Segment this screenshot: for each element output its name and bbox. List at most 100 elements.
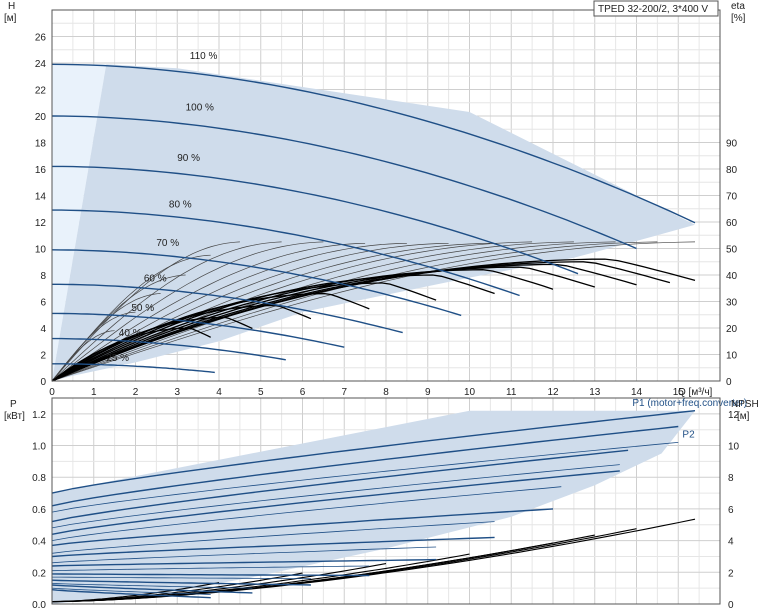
- power-series-label: P1 (motor+freq.converter): [632, 398, 747, 409]
- speed-curve-label: 60 %: [144, 274, 167, 285]
- q-tick-label: 6: [300, 387, 306, 398]
- npsh-axis-tick-labels: 0 2 4 6 8 10 12: [728, 410, 740, 611]
- p2-curve: [52, 576, 311, 579]
- q-tick-label: 13: [589, 387, 601, 398]
- head-chart-frame: [51, 9, 721, 382]
- p-tick-label: 0.8: [32, 473, 46, 484]
- npsh-tick-label: 10: [728, 442, 740, 453]
- npsh-tick-label: 6: [728, 505, 734, 516]
- q-tick-label: 4: [216, 387, 222, 398]
- q-tick-label: 8: [383, 387, 389, 398]
- npsh-tick-label: 0: [728, 600, 734, 611]
- system-curve: [51, 241, 324, 382]
- eta-tick-label: 60: [726, 218, 738, 229]
- p1-curve: [51, 579, 311, 586]
- p2-curve: [51, 565, 370, 572]
- efficiency-curve: [51, 269, 554, 382]
- q-tick-label: 10: [464, 387, 476, 398]
- speed-curve: [52, 209, 520, 297]
- p2-curve: [51, 442, 679, 513]
- p-tick-label: 1.0: [32, 442, 46, 453]
- p2-curve: [51, 587, 211, 595]
- h-axis-label: H: [8, 1, 15, 12]
- power-operating-area: [52, 410, 695, 604]
- h-axis-unit: [м]: [4, 13, 17, 24]
- p2-curve: [51, 464, 620, 529]
- p-tick-label: 0.0: [32, 600, 46, 611]
- p1-curve: [51, 449, 629, 523]
- power-series-labels: P1 (motor+freq.converter) P2: [632, 398, 747, 441]
- speed-curve-label: 100 %: [186, 103, 214, 114]
- p1-curve: [51, 573, 370, 577]
- speed-curve-label: 110 %: [190, 51, 218, 62]
- efficiency-curve: [51, 327, 211, 382]
- chart-title-box: [593, 0, 719, 17]
- p1-curve: [51, 558, 437, 567]
- eta-tick-label: 30: [726, 298, 738, 309]
- speed-curve-label: 25 %: [106, 353, 129, 364]
- q-tick-label: 9: [425, 387, 431, 398]
- operating-area: [52, 64, 695, 382]
- h-tick-label: 18: [35, 139, 47, 150]
- p-tick-label: 0.4: [32, 537, 46, 548]
- q-tick-label: 14: [631, 387, 643, 398]
- speed-curve: [51, 115, 637, 250]
- efficiency-curve: [51, 292, 370, 382]
- eta-tick-label: 50: [726, 245, 738, 256]
- eta-tick-label: 10: [726, 351, 738, 362]
- h-tick-label: 24: [35, 59, 47, 70]
- p-axis-unit: [кВт]: [4, 411, 25, 422]
- p2-curve: [51, 521, 495, 554]
- eta-tick-label: 0: [726, 377, 732, 388]
- eta-tick-label: 20: [726, 324, 738, 335]
- npsh-curve: [52, 582, 220, 603]
- p1-curves: [51, 410, 696, 599]
- power-chart-frame: [51, 397, 721, 605]
- p2-curves: [51, 442, 679, 595]
- q-tick-label: 15: [673, 387, 685, 398]
- head-operating-area: [52, 64, 695, 382]
- efficiency-curve: [51, 263, 637, 382]
- h-tick-label: 20: [35, 112, 47, 123]
- p1-curve: [51, 589, 211, 599]
- h-tick-label: 12: [35, 218, 47, 229]
- efficiency-curve: [51, 304, 312, 382]
- speed-curves: [51, 63, 696, 374]
- h-tick-label: 10: [35, 245, 47, 256]
- chart-title: TPED 32-200/2, 3*400 V: [598, 4, 708, 15]
- h-tick-label: 14: [35, 192, 47, 203]
- p2-curve: [51, 583, 253, 589]
- p1-curve: [51, 536, 495, 558]
- p1-curve: [51, 410, 696, 494]
- efficiency-curve: [51, 282, 437, 382]
- power-series-label: P2: [682, 430, 695, 441]
- speed-curve-labels: 110 % 100 % 90 % 80 % 70 % 60 % 50 % 40 % 25 %: [106, 51, 217, 364]
- q-axis-label: Q [м³/ч]: [678, 387, 713, 398]
- npsh-tick-label: 8: [728, 473, 734, 484]
- eta-tick-label: 80: [726, 165, 738, 176]
- power-operating-area: [52, 410, 695, 604]
- eta-tick-label: 70: [726, 192, 738, 203]
- q-tick-label: 1: [91, 387, 97, 398]
- p-tick-label: 0.2: [32, 568, 46, 579]
- eta-axis-label: eta: [731, 1, 745, 12]
- p1-curve: [51, 508, 554, 547]
- q-tick-label: 0: [49, 387, 55, 398]
- p1-curve: [51, 425, 679, 507]
- h-tick-label: 26: [35, 33, 47, 44]
- system-curve: [51, 330, 115, 382]
- p-axis-tick-labels: 0.0 0.2 0.4 0.6 0.8 1.0 1.2: [32, 410, 46, 611]
- speed-curve-label: 50 %: [131, 303, 154, 314]
- npsh-curves: [51, 518, 696, 603]
- h-tick-label: 6: [40, 298, 46, 309]
- q-tick-label: 7: [341, 387, 347, 398]
- p1-curve: [51, 584, 253, 594]
- speed-curve-label: 40 %: [119, 328, 142, 339]
- speed-curve-label: 90 %: [177, 153, 200, 164]
- p2-curve: [51, 546, 437, 564]
- npsh-axis-label: NPSH: [731, 399, 759, 410]
- speed-curve: [52, 165, 579, 275]
- speed-curve: [52, 283, 403, 334]
- eta-tick-label: 40: [726, 271, 738, 282]
- efficiency-curves: [51, 258, 696, 382]
